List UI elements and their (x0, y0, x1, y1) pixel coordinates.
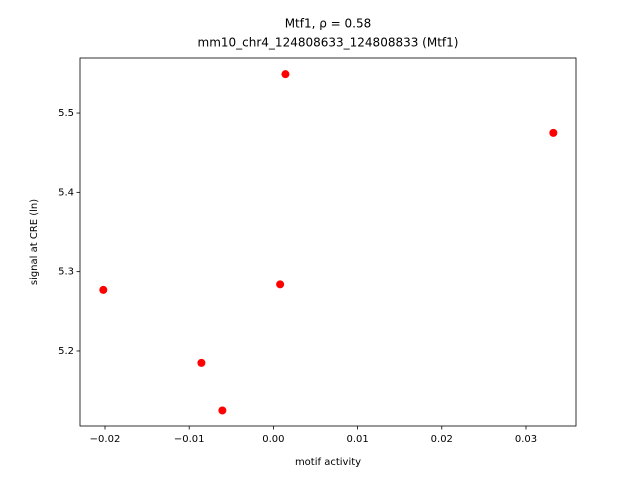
point (549, 128, 558, 137)
point (197, 358, 206, 367)
point (99, 285, 108, 294)
x-tick-label: 0.02 (431, 434, 453, 445)
x-tick-label: −0.01 (174, 434, 205, 445)
x-tick-label: 0.03 (515, 434, 537, 445)
point (281, 70, 290, 79)
x-axis-label: motif activity (295, 457, 361, 468)
plot-frame (79, 57, 577, 427)
point (276, 280, 285, 289)
chart-title: Mtf1, ρ = 0.58 (285, 17, 372, 31)
y-axis-label: signal at CRE (ln) (29, 199, 40, 285)
y-tick-label: 5.4 (58, 187, 74, 198)
chart-subtitle: mm10_chr4_124808633_124808833 (Mtf1) (198, 36, 459, 50)
y-tick-label: 5.3 (58, 267, 74, 278)
point (218, 406, 227, 415)
y-tick-label: 5.5 (58, 108, 74, 119)
x-tick-label: 0.00 (262, 434, 284, 445)
y-tick-label: 5.2 (58, 346, 74, 357)
x-tick-label: −0.02 (90, 434, 121, 445)
x-tick-label: 0.01 (346, 434, 368, 445)
